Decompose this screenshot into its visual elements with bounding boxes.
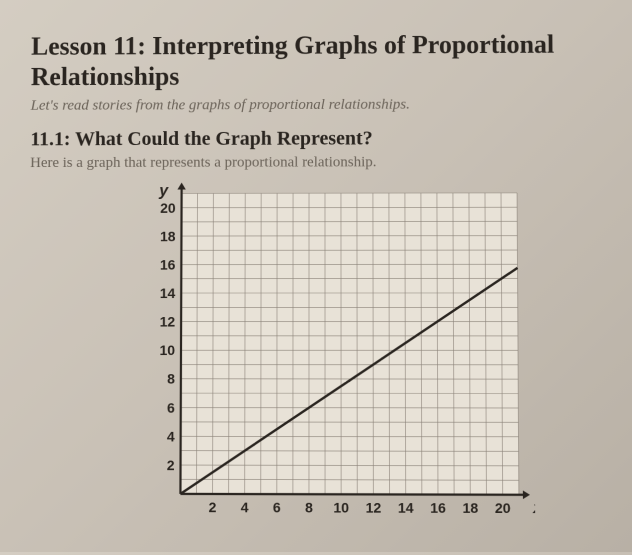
proportional-graph: 24681012141618202468101214161820yx <box>142 181 605 524</box>
svg-text:14: 14 <box>398 500 414 516</box>
svg-text:8: 8 <box>167 371 175 387</box>
svg-text:16: 16 <box>160 257 176 273</box>
svg-text:6: 6 <box>273 499 281 515</box>
section-intro: Here is a graph that represents a propor… <box>30 154 602 172</box>
svg-text:16: 16 <box>430 500 446 516</box>
svg-text:2: 2 <box>209 499 217 515</box>
svg-text:4: 4 <box>241 499 249 515</box>
svg-text:10: 10 <box>159 342 175 358</box>
svg-text:18: 18 <box>462 500 478 516</box>
svg-text:10: 10 <box>333 500 349 516</box>
svg-text:20: 20 <box>160 200 176 216</box>
svg-text:20: 20 <box>495 500 511 516</box>
svg-text:18: 18 <box>160 228 176 244</box>
svg-text:4: 4 <box>167 428 175 444</box>
lesson-title: Lesson 11: Interpreting Graphs of Propor… <box>31 29 602 93</box>
svg-text:8: 8 <box>305 500 313 516</box>
svg-text:2: 2 <box>167 457 175 473</box>
intro-text: Let's read stories from the graphs of pr… <box>31 97 602 116</box>
svg-text:y: y <box>158 183 169 200</box>
svg-text:14: 14 <box>160 285 176 301</box>
svg-text:x: x <box>532 500 535 517</box>
svg-text:6: 6 <box>167 400 175 416</box>
section-heading: 11.1: What Could the Graph Represent? <box>30 127 602 151</box>
svg-text:12: 12 <box>366 500 382 516</box>
svg-text:12: 12 <box>160 314 176 330</box>
